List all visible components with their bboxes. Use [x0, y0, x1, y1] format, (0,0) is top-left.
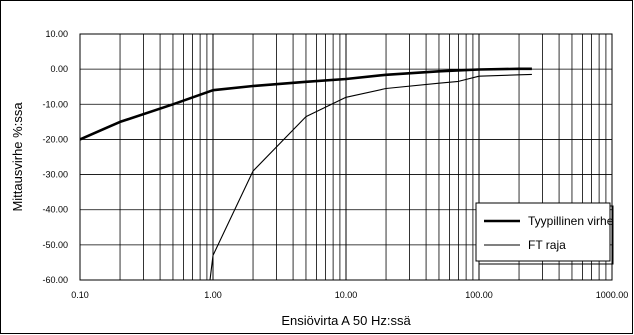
legend: Tyypillinen virhe FT raja	[475, 202, 614, 265]
series-ft-limit-line	[209, 73, 532, 281]
y-tick-label: 0.00	[50, 64, 68, 74]
series-lines	[79, 67, 532, 281]
legend-label-ft-limit: FT raja	[528, 238, 566, 252]
y-axis-title: Mittausvirhe %:ssa	[10, 102, 25, 212]
legend-label-typical: Tyypillinen virhe	[528, 214, 614, 228]
tick-labels: 10.00 0.00 -10.00 -20.00 -30.00 -40.00 -50.00 -…	[42, 29, 628, 300]
y-tick-label: -10.00	[42, 99, 68, 109]
x-tick-label: 1.00	[204, 290, 222, 300]
x-axis-title: Ensiövirta A 50 Hz:ssä	[281, 313, 411, 328]
y-tick-label: -50.00	[42, 240, 68, 250]
x-tick-label: 10.00	[335, 290, 358, 300]
series-typical-error-line	[79, 67, 532, 141]
x-tick-label: 0.10	[71, 290, 89, 300]
y-tick-label: -40.00	[42, 205, 68, 215]
y-tick-label: -20.00	[42, 134, 68, 144]
y-tick-label: -60.00	[42, 275, 68, 285]
y-tick-label: -30.00	[42, 170, 68, 180]
x-tick-label: 1000.00	[596, 290, 629, 300]
y-tick-label: 10.00	[45, 29, 68, 39]
plot-area-border	[79, 33, 613, 281]
x-tick-label: 100.00	[465, 290, 493, 300]
